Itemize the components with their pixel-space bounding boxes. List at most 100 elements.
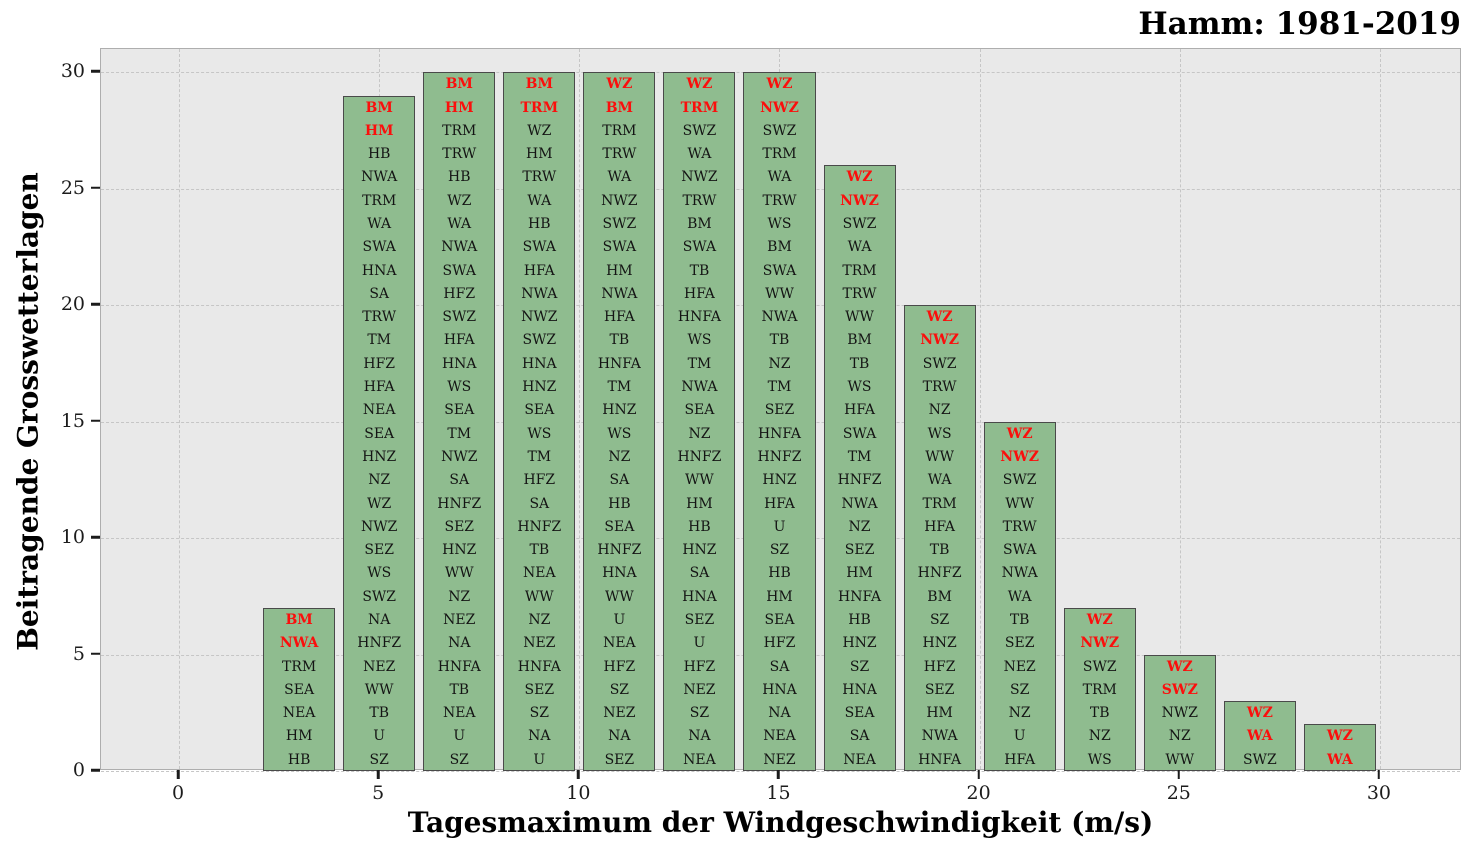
bar-label: HNFZ xyxy=(837,472,882,489)
bar-label: NZ xyxy=(1008,705,1031,722)
bar-label: SEA xyxy=(844,705,875,722)
bar-label: SA xyxy=(689,565,710,582)
bar-label: SZ xyxy=(769,542,790,559)
bar-label: SEZ xyxy=(844,542,875,559)
x-tick-label: 25 xyxy=(1166,782,1191,804)
bar-label: HM xyxy=(606,262,633,279)
bar-label: SEA xyxy=(284,681,315,698)
bar-label: WA xyxy=(447,216,472,233)
y-tick-label: 25 xyxy=(60,176,85,199)
bar-label: WS xyxy=(847,379,872,396)
bar-label: SZ xyxy=(849,658,870,675)
bar-label: SWZ xyxy=(1002,472,1037,489)
bar-label: TRW xyxy=(362,309,397,326)
bar-label: SEZ xyxy=(604,751,635,768)
bar-label: SEA xyxy=(764,611,795,628)
bar-label: TM xyxy=(367,332,392,349)
bar-label: NEZ xyxy=(443,611,476,628)
bar: WZ WA SWZ xyxy=(1223,701,1296,771)
bar-label: HFA xyxy=(523,262,555,279)
bar-label: NEA xyxy=(282,705,316,722)
bar-label: U xyxy=(693,635,706,652)
bar-label: NWA xyxy=(681,379,718,396)
bar-label: SEA xyxy=(444,402,475,419)
bar-label: SWA xyxy=(762,262,797,279)
bar-label: HFZ xyxy=(363,355,396,372)
bar-label: HFZ xyxy=(763,635,796,652)
bar-label: WA xyxy=(847,239,872,256)
bar-label: HFA xyxy=(764,495,795,512)
bar-label: HFA xyxy=(603,309,635,326)
bar-label: NWA xyxy=(921,728,958,745)
bar-label: NA xyxy=(528,728,551,745)
x-axis-label: Tagesmaximum der Windgeschwindigkeit (m/… xyxy=(407,806,1154,839)
bar-label: TRM xyxy=(1082,681,1117,698)
x-tick-mark xyxy=(176,770,180,779)
bar-label: TRW xyxy=(602,146,637,163)
bar-label: WA xyxy=(527,192,552,209)
bar-label-highlight: WA xyxy=(1327,751,1353,768)
bar-label: NZ xyxy=(528,611,551,628)
bar-label: NEZ xyxy=(523,635,556,652)
bar-label: WS xyxy=(527,425,552,442)
bar-label: NEZ xyxy=(363,658,396,675)
bar-label: NWA xyxy=(441,239,478,256)
bar-label: HB xyxy=(528,216,551,233)
bar-label: HNA xyxy=(762,681,797,698)
y-tick-label: 30 xyxy=(60,60,85,83)
x-tick-mark xyxy=(777,770,780,779)
bar-label: TB xyxy=(929,542,950,559)
bar-label: HNFZ xyxy=(437,495,482,512)
y-tick-mark xyxy=(91,535,100,539)
bar-label: HFZ xyxy=(683,658,716,675)
bar-label: WW xyxy=(524,588,554,605)
bar-label: TB xyxy=(689,262,710,279)
bar-label: NWA xyxy=(361,169,398,186)
bar-label: TM xyxy=(847,448,872,465)
bar-label: WA xyxy=(767,169,792,186)
bar-label: HNA xyxy=(682,588,717,605)
bar-label: SEZ xyxy=(444,518,475,535)
bar-label: HNZ xyxy=(602,402,637,419)
bar-label: TRM xyxy=(842,262,877,279)
y-tick-mark xyxy=(91,70,100,73)
gridline-vertical xyxy=(579,49,581,769)
bar-label: HNZ xyxy=(442,542,477,559)
bar-label: HNFZ xyxy=(757,448,802,465)
bar-label: WW xyxy=(1005,495,1035,512)
bar-label: SZ xyxy=(369,751,389,768)
y-tick-label: 15 xyxy=(60,409,85,432)
bar-label-highlight: WZ xyxy=(1006,425,1033,442)
bar-label: TRW xyxy=(922,379,957,396)
y-tick-mark xyxy=(91,302,100,306)
bar-label-highlight: WZ xyxy=(1086,611,1113,628)
bar-label: NEA xyxy=(523,565,556,582)
gridline-horizontal xyxy=(101,771,1460,772)
bar-label-highlight: WZ xyxy=(846,169,873,186)
bar-label: HB xyxy=(448,169,471,186)
bar-label: TRM xyxy=(282,658,317,675)
bar: WZ NWZ SWZ TRM WA TRW WS BM SWA WW NWA TB NZ TM SEZ HNF… xyxy=(743,72,816,771)
bar-label: NWA xyxy=(761,309,798,326)
bar-label: HNZ xyxy=(682,542,717,559)
bar-label: HM xyxy=(766,588,793,605)
bar-label: HNFZ xyxy=(597,542,642,559)
bar-label: HFZ xyxy=(523,472,556,489)
bar-label-highlight: HM xyxy=(444,99,474,116)
bar-label: TRW xyxy=(682,192,717,209)
y-tick-label: 5 xyxy=(72,642,85,665)
bar-label: SWZ xyxy=(762,122,797,139)
bar-label: BM xyxy=(847,332,872,349)
bar-label-highlight: NWZ xyxy=(760,99,799,116)
bar-label: BM xyxy=(687,216,712,233)
bar-label: TM xyxy=(527,448,552,465)
bar-label-highlight: WZ xyxy=(1326,728,1353,745)
bar-label: SEZ xyxy=(364,542,394,559)
bar-label: NA xyxy=(688,728,711,745)
bar-label: SWZ xyxy=(842,216,877,233)
bar-label: WS xyxy=(367,565,392,582)
bar-label: WW xyxy=(925,448,954,465)
bar: WZ BM TRM TRW WA NWZ SWZ SWA HM NWA HFA TB HNFA TM HNZ… xyxy=(583,72,656,771)
bar-label: TRW xyxy=(1002,518,1037,535)
bar-label: SEA xyxy=(364,425,395,442)
